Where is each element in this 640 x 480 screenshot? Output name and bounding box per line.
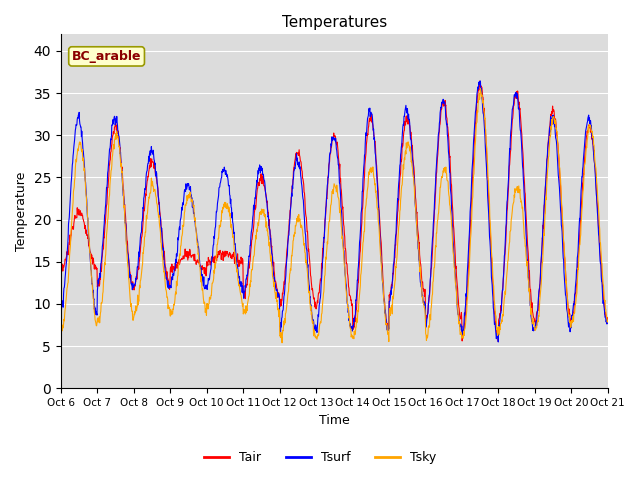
Tair <box>604 315 612 321</box>
Tsky <box>240 309 248 315</box>
Legend: Tair, Tsurf, Tsky: Tair, Tsurf, Tsky <box>198 446 442 469</box>
Tair <box>495 339 502 345</box>
Tsky <box>278 340 286 346</box>
Tsurf <box>540 216 547 222</box>
Text: BC_arable: BC_arable <box>72 50 141 63</box>
Tsurf <box>477 78 484 84</box>
Tsurf <box>240 295 248 301</box>
Tsurf <box>419 298 427 303</box>
Tsky <box>57 327 65 333</box>
Tair <box>419 286 427 292</box>
Tsurf <box>57 308 65 314</box>
Tsky <box>604 317 612 323</box>
Tsky <box>540 241 547 247</box>
Y-axis label: Temperature: Temperature <box>15 171 28 251</box>
Tsky <box>492 309 499 314</box>
Title: Temperatures: Temperatures <box>282 15 387 30</box>
Tsky <box>165 306 173 312</box>
Tair <box>540 226 547 231</box>
Tsky <box>420 300 428 306</box>
Tair <box>165 282 173 288</box>
Line: Tsky: Tsky <box>61 88 608 343</box>
Tsurf <box>491 320 499 326</box>
Tsurf <box>165 284 173 289</box>
Tsky <box>477 85 484 91</box>
Line: Tair: Tair <box>61 81 608 342</box>
Tair <box>57 263 65 269</box>
Tair <box>491 309 499 314</box>
Tsurf <box>604 318 612 324</box>
Tsky <box>179 230 186 236</box>
Tair <box>476 78 483 84</box>
Tair <box>240 290 248 296</box>
X-axis label: Time: Time <box>319 414 349 427</box>
Tair <box>179 256 186 262</box>
Line: Tsurf: Tsurf <box>61 81 608 342</box>
Tsurf <box>495 339 502 345</box>
Tsurf <box>179 201 186 207</box>
